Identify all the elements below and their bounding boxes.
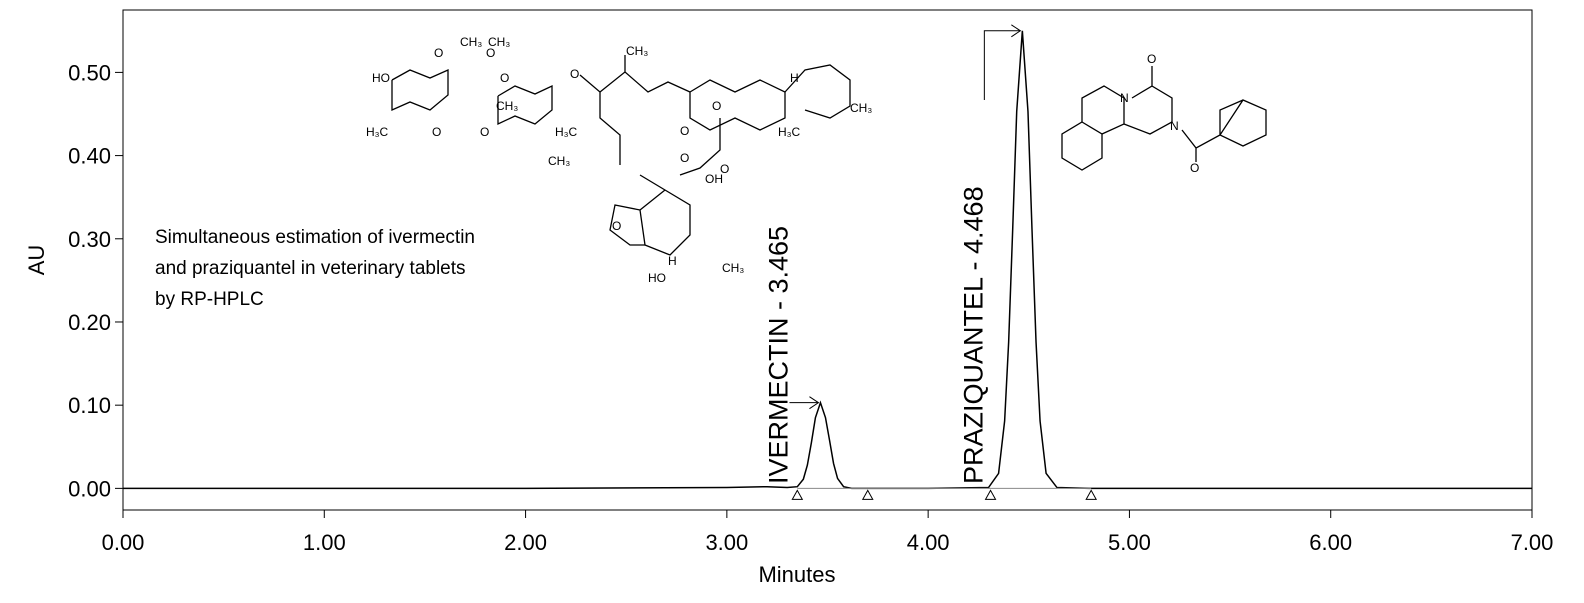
atom-label: O [680,124,689,138]
x-tick-label: 2.00 [504,530,547,555]
peak-arrow [983,30,1021,100]
x-tick-label: 3.00 [705,530,748,555]
x-tick-label: 6.00 [1309,530,1352,555]
atom-label: O [680,151,689,165]
peak-arrow-head [809,396,820,410]
atom-label: H₃C [555,125,578,139]
atom-label: N [1170,119,1179,133]
plot-frame [122,9,1533,511]
atom-label: O [486,46,495,60]
x-tick-label: 5.00 [1108,530,1151,555]
atom-label: O [720,162,729,176]
ivermectin-structure [391,55,851,256]
atom-label: CH₃ [488,35,510,49]
y-tick-label: 0.10 [68,393,111,418]
atom-label: O [1147,52,1156,66]
y-tick-label: 0.20 [68,310,111,335]
atom-label: CH₃ [548,154,570,168]
atom-label: CH₃ [626,44,648,58]
atom-label: CH₃ [460,35,482,49]
atom-label: O [432,125,441,139]
atom-label: O [570,67,579,81]
peak-label: IVERMECTIN - 3.465 [763,226,793,484]
annotation-line: Simultaneous estimation of ivermectin [155,227,475,248]
praziquantel-structure [1061,66,1267,171]
atom-label: CH₃ [496,99,518,113]
atom-label: HO [372,71,390,85]
atom-label: O [500,71,509,85]
x-axis-label: Minutes [758,562,835,587]
peak-arrow-head [1011,24,1022,38]
y-tick-label: 0.40 [68,144,111,169]
baseline-marker [1085,489,1098,500]
atom-label: HO [648,271,666,285]
baseline-marker [984,489,997,500]
atom-label: CH₃ [722,261,744,275]
atom-label: H [668,254,677,268]
x-tick-label: 4.00 [907,530,950,555]
atom-label: O [480,125,489,139]
baseline-marker [791,489,804,500]
atom-label: N [1120,91,1129,105]
x-tick-label: 1.00 [303,530,346,555]
y-axis-label: AU [24,245,49,276]
baseline-marker [861,489,874,500]
atom-label: O [712,99,721,113]
y-tick-label: 0.30 [68,227,111,252]
atom-label: O [434,46,443,60]
annotation-line: and praziquantel in veterinary tablets [155,258,466,279]
atom-label: OH [705,172,723,186]
peak-label: PRAZIQUANTEL - 4.468 [958,186,988,484]
atom-label: O [1190,161,1199,175]
atom-label: O [612,219,621,233]
y-tick-label: 0.00 [68,476,111,501]
atom-label: H [790,71,799,85]
atom-label: CH₃ [850,101,872,115]
annotation-line: by RP-HPLC [155,289,264,310]
y-tick-label: 0.50 [68,60,111,85]
x-tick-label: 0.00 [102,530,145,555]
x-tick-label: 7.00 [1511,530,1554,555]
atom-label: H₃C [366,125,389,139]
atom-label: H₃C [778,125,801,139]
